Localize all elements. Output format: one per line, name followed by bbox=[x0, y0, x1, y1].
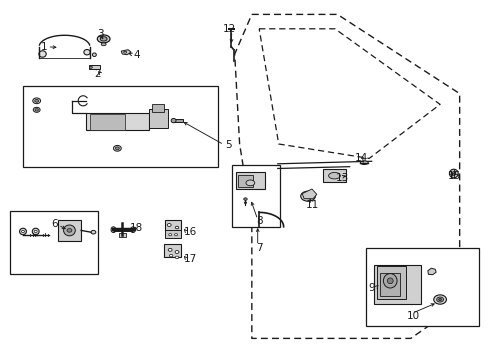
Bar bbox=[89, 65, 100, 69]
Ellipse shape bbox=[448, 169, 457, 178]
Ellipse shape bbox=[63, 225, 75, 236]
Ellipse shape bbox=[304, 194, 311, 199]
Bar bbox=[373, 265, 420, 304]
Ellipse shape bbox=[115, 147, 119, 150]
Bar bbox=[151, 104, 163, 112]
Text: 8: 8 bbox=[255, 216, 262, 226]
Ellipse shape bbox=[39, 51, 46, 57]
Text: 5: 5 bbox=[225, 140, 232, 150]
Ellipse shape bbox=[113, 145, 121, 151]
Text: 2: 2 bbox=[94, 69, 101, 79]
Ellipse shape bbox=[383, 274, 396, 288]
Bar bbox=[238, 175, 252, 187]
Polygon shape bbox=[427, 268, 435, 275]
Ellipse shape bbox=[436, 297, 443, 302]
Ellipse shape bbox=[123, 51, 126, 53]
Ellipse shape bbox=[386, 278, 392, 284]
Ellipse shape bbox=[169, 254, 173, 257]
Ellipse shape bbox=[328, 172, 340, 179]
Ellipse shape bbox=[245, 180, 254, 186]
Ellipse shape bbox=[244, 202, 246, 204]
Bar bbox=[365, 248, 478, 326]
Ellipse shape bbox=[438, 298, 441, 301]
Ellipse shape bbox=[100, 37, 107, 41]
Ellipse shape bbox=[175, 226, 179, 229]
Bar bbox=[90, 114, 124, 130]
Ellipse shape bbox=[91, 230, 96, 234]
Text: 11: 11 bbox=[305, 200, 318, 210]
Polygon shape bbox=[121, 50, 131, 55]
Bar bbox=[23, 86, 217, 167]
Bar bbox=[173, 119, 183, 122]
Ellipse shape bbox=[175, 256, 179, 258]
Ellipse shape bbox=[34, 230, 37, 233]
Ellipse shape bbox=[175, 251, 179, 253]
Bar bbox=[163, 244, 181, 257]
Ellipse shape bbox=[168, 234, 171, 236]
Text: 16: 16 bbox=[183, 227, 197, 237]
Text: 9: 9 bbox=[367, 283, 374, 293]
Ellipse shape bbox=[433, 295, 446, 304]
Bar bbox=[149, 109, 167, 128]
Ellipse shape bbox=[33, 98, 41, 104]
Ellipse shape bbox=[111, 227, 116, 233]
Ellipse shape bbox=[20, 228, 26, 235]
Text: 17: 17 bbox=[183, 254, 197, 264]
Bar bbox=[164, 230, 181, 238]
Text: 10: 10 bbox=[406, 311, 419, 321]
Text: 3: 3 bbox=[97, 29, 103, 39]
Ellipse shape bbox=[360, 161, 367, 165]
Ellipse shape bbox=[167, 224, 171, 226]
Text: 18: 18 bbox=[129, 222, 142, 233]
Ellipse shape bbox=[130, 227, 135, 233]
Ellipse shape bbox=[168, 248, 172, 251]
Text: 12: 12 bbox=[223, 24, 236, 34]
Polygon shape bbox=[302, 189, 316, 199]
Text: 1: 1 bbox=[41, 42, 47, 52]
Bar bbox=[322, 169, 346, 182]
Bar bbox=[235, 172, 264, 189]
Bar bbox=[164, 220, 181, 231]
Bar bbox=[232, 165, 279, 227]
Ellipse shape bbox=[35, 99, 39, 102]
Ellipse shape bbox=[243, 198, 247, 200]
Text: 4: 4 bbox=[133, 50, 140, 60]
Ellipse shape bbox=[89, 66, 92, 68]
Ellipse shape bbox=[35, 109, 38, 111]
Bar bbox=[58, 220, 81, 241]
Ellipse shape bbox=[174, 234, 177, 236]
Ellipse shape bbox=[92, 53, 96, 57]
Bar bbox=[376, 266, 405, 299]
Text: 14: 14 bbox=[354, 153, 368, 163]
Bar bbox=[380, 273, 399, 296]
Ellipse shape bbox=[21, 230, 24, 233]
Text: 7: 7 bbox=[255, 243, 262, 253]
Bar bbox=[10, 211, 98, 274]
Ellipse shape bbox=[171, 118, 176, 123]
Ellipse shape bbox=[32, 228, 39, 235]
Ellipse shape bbox=[97, 35, 110, 43]
Ellipse shape bbox=[451, 172, 455, 175]
Ellipse shape bbox=[101, 43, 106, 46]
Ellipse shape bbox=[33, 107, 40, 112]
Ellipse shape bbox=[67, 229, 72, 232]
Bar bbox=[119, 233, 126, 237]
Text: 15: 15 bbox=[447, 171, 461, 181]
Text: 6: 6 bbox=[51, 219, 58, 229]
Text: 13: 13 bbox=[335, 173, 348, 183]
Ellipse shape bbox=[300, 191, 315, 201]
Ellipse shape bbox=[84, 49, 90, 55]
Bar bbox=[85, 113, 149, 130]
